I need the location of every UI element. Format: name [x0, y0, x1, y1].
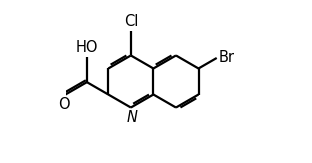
Text: N: N — [126, 110, 137, 125]
Text: Br: Br — [218, 51, 235, 66]
Text: O: O — [58, 97, 70, 112]
Text: Cl: Cl — [124, 14, 138, 29]
Text: HO: HO — [76, 40, 98, 55]
